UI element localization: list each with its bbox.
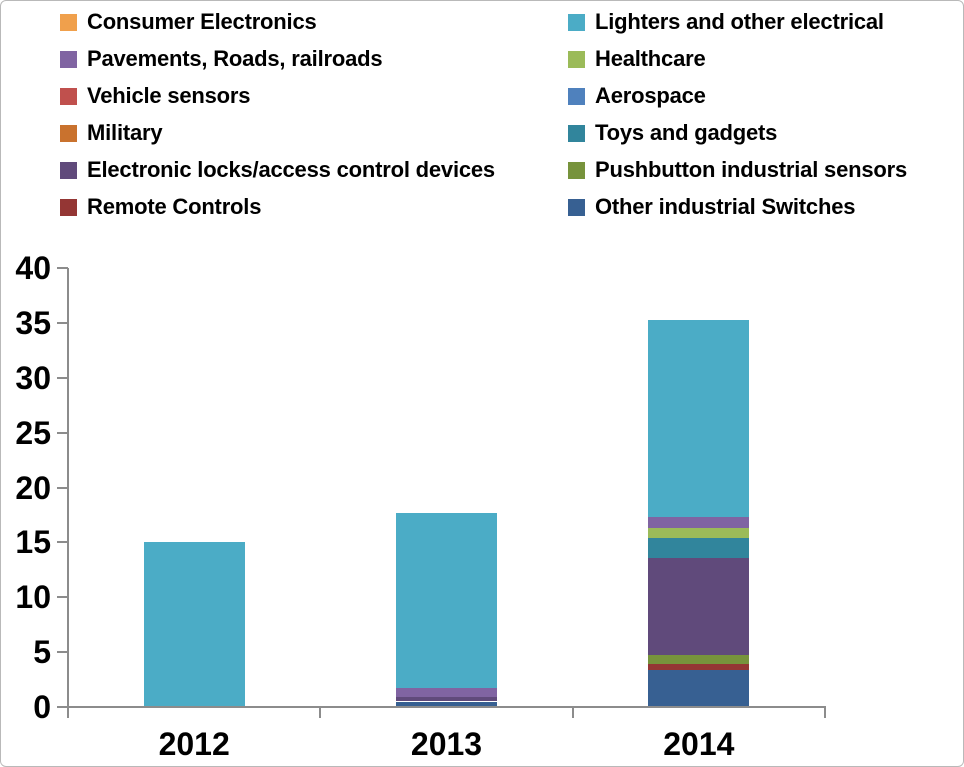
bar-segment [396,512,497,689]
bar-segment [648,517,750,529]
legend-item: Lighters and other electrical [568,7,907,37]
bar-segment [648,655,750,665]
legend-label: Consumer Electronics [87,9,317,34]
x-axis-tick [67,707,69,718]
y-axis-tick [57,651,68,654]
bar-segment [648,669,750,707]
y-tick-label: 40 [15,250,51,286]
y-tick-label: 30 [15,359,51,396]
y-tick-label: 5 [33,634,51,671]
bar-segment [143,542,245,707]
legend-label: Military [87,120,163,145]
legend-item: Pavements, Roads, railroads [60,44,495,74]
legend-item: Other industrial Switches [568,192,907,222]
legend-swatch [568,13,585,31]
y-tick-label: 20 [15,469,51,506]
legend-swatch [568,87,585,105]
legend-swatch [60,13,77,31]
legend-label: Pushbutton industrial sensors [595,157,908,182]
y-axis-tick [57,541,68,544]
legend-swatch [568,124,585,142]
legend-label: Vehicle sensors [87,83,251,108]
y-axis-tick [57,486,68,489]
legend-swatch [568,198,585,216]
legend-column-left: Consumer Electronics Pavements, Roads, ra… [60,7,495,222]
legend-label: Other industrial Switches [595,194,856,219]
x-axis-tick [319,707,322,718]
y-tick-label: 0 [33,689,51,725]
y-tick-label: 25 [15,414,51,451]
legend-item: Consumer Electronics [60,7,495,37]
legend-item: Vehicle sensors [60,81,495,111]
legend-swatch [60,124,77,142]
x-axis-label: 2013 [410,726,483,762]
bar-segment [396,688,497,698]
legend-swatch [60,198,77,216]
bar-segment [648,528,750,538]
bar-segment [648,319,750,518]
x-axis-tick [824,707,826,718]
y-tick-label: 15 [15,524,51,561]
y-axis-tick [57,376,68,379]
legend-label: Electronic locks/access control devices [87,157,495,182]
legend-column-right: Lighters and other electrical Healthcare A… [568,7,907,222]
legend-item: Aerospace [568,81,907,111]
legend-item: Military [60,118,495,148]
x-axis-label: 2014 [663,726,735,762]
y-axis-tick [57,706,68,708]
legend-label: Healthcare [595,46,706,71]
y-tick-label: 35 [15,304,51,341]
bar-segment [396,697,497,702]
legend-label: Aerospace [595,83,706,108]
legend-swatch [60,161,77,179]
legend-item: Healthcare [568,44,907,74]
x-axis-tick [571,707,574,718]
legend-swatch [568,161,585,179]
y-axis-tick [57,267,68,269]
legend-item: Remote Controls [60,192,495,222]
legend-label: Remote Controls [87,194,262,219]
bar-segment [648,557,750,656]
legend-label: Lighters and other electrical [595,9,884,34]
legend-swatch [568,50,585,68]
x-axis-label: 2012 [158,726,230,762]
legend-item: Pushbutton industrial sensors [568,155,907,185]
legend-item: Toys and gadgets [568,118,907,148]
y-axis-line [67,268,69,718]
bar-segment [648,537,750,558]
legend-swatch [60,50,77,68]
legend-label: Pavements, Roads, railroads [87,46,383,71]
bar-segment [396,701,497,707]
legend-label: Toys and gadgets [595,120,778,145]
legend-swatch [60,87,77,105]
x-axis-line [68,706,826,708]
legend-item: Electronic locks/access control devices [60,155,495,185]
y-axis-tick [57,596,68,599]
y-tick-label: 10 [15,579,51,616]
y-axis-tick [57,431,68,434]
bar-segment [648,664,750,670]
y-axis-tick [57,321,68,324]
